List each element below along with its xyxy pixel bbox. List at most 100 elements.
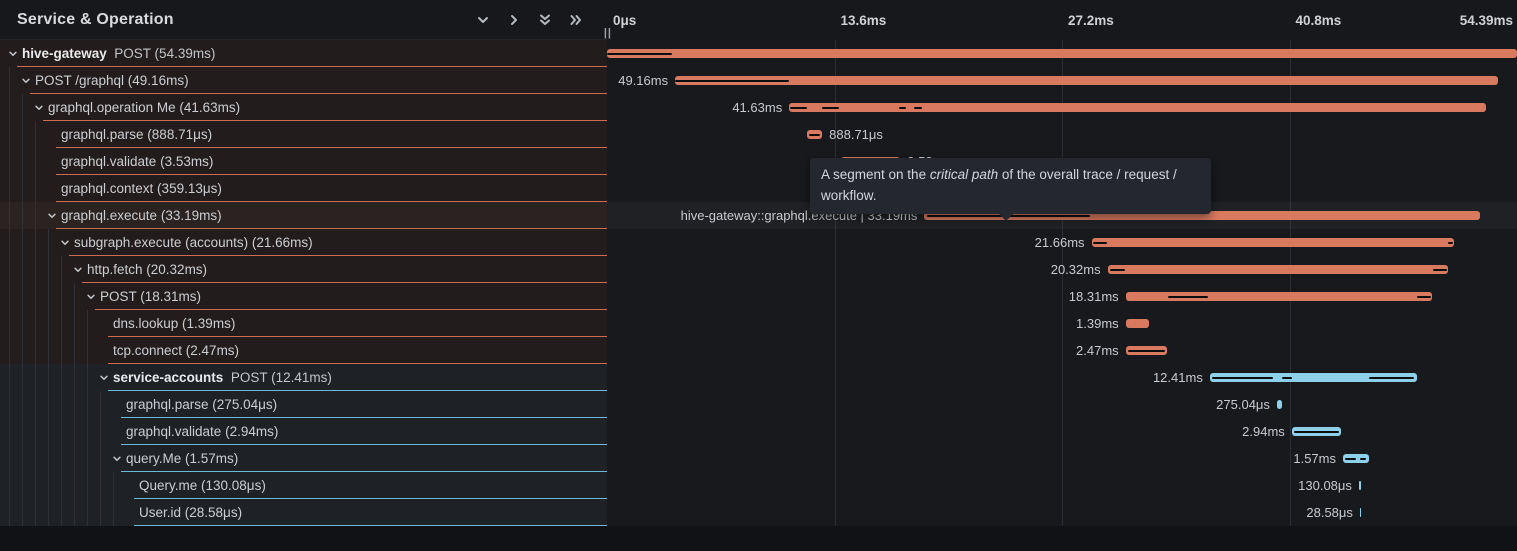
indent-guide [22, 472, 23, 499]
indent-guide [22, 202, 23, 229]
span-bar[interactable] [1091, 238, 1454, 247]
panel-title: Service & Operation [17, 10, 174, 28]
tooltip-text-tail: of the overall trace / request / workflo… [821, 167, 1177, 203]
span-row-query.me[interactable]: query.Me (1.57ms) [0, 445, 607, 472]
span-duration-label: 2.47ms [1076, 343, 1119, 358]
indent-guide [22, 310, 23, 337]
axis-tick-40.8ms: 40.8ms [1295, 12, 1342, 28]
timeline-row-graphql.parse: 888.71μs [607, 121, 1517, 148]
span-row-http.fetch[interactable]: http.fetch (20.32ms) [0, 256, 607, 283]
panel-resize-handle[interactable]: || [603, 27, 612, 39]
span-bar[interactable] [924, 211, 1480, 220]
row-service-color-border [56, 201, 607, 202]
span-bar[interactable] [1342, 454, 1370, 463]
timeline-row-graphql.validate: 2.94ms [607, 418, 1517, 445]
indent-guide [9, 337, 10, 364]
span-duration-label: 1.39ms [1076, 316, 1119, 331]
row-service-color-border [43, 120, 607, 121]
row-collapse-chevron-icon[interactable] [19, 74, 32, 87]
span-row-tcp.connect[interactable]: tcp.connect (2.47ms) [0, 337, 607, 364]
row-service-color-border [108, 336, 607, 337]
tooltip-text-em: critical path [929, 167, 999, 182]
span-row-graphql.parse[interactable]: graphql.parse (275.04μs) [0, 391, 607, 418]
span-row-graphql.operation-me[interactable]: graphql.operation Me (41.63ms) [0, 94, 607, 121]
row-service-color-border [121, 417, 607, 418]
span-row-dns.lookup[interactable]: dns.lookup (1.39ms) [0, 310, 607, 337]
span-row-query.me[interactable]: Query.me (130.08μs) [0, 472, 607, 499]
indent-guide [35, 148, 36, 175]
row-collapse-chevron-icon[interactable] [32, 101, 45, 114]
indent-guide [87, 391, 88, 418]
indent-guide [9, 121, 10, 148]
indent-guide [22, 391, 23, 418]
span-row-graphql.parse[interactable]: graphql.parse (888.71μs) [0, 121, 607, 148]
span-bar[interactable] [1125, 319, 1149, 328]
span-bar[interactable] [1209, 373, 1418, 382]
critical-path-segment [1345, 457, 1357, 460]
span-duration-label: 12.41ms [1152, 370, 1203, 385]
indent-guide [35, 121, 36, 148]
indent-guide [74, 337, 75, 364]
indent-guide [22, 121, 23, 148]
critical-path-segment [1282, 376, 1293, 379]
span-row-graphql.context[interactable]: graphql.context (359.13μs) [0, 175, 607, 202]
span-row-graphql.validate[interactable]: graphql.validate (2.94ms) [0, 418, 607, 445]
row-collapse-chevron-icon[interactable] [84, 290, 97, 303]
span-row-hive-gateway-post[interactable]: hive-gateway POST (54.39ms) [0, 40, 607, 67]
span-bar[interactable] [1276, 400, 1282, 409]
span-duration-label: 888.71μs [829, 127, 883, 142]
span-bar[interactable] [1359, 508, 1362, 517]
indent-guide [35, 364, 36, 391]
span-bar[interactable] [675, 76, 1498, 85]
row-collapse-chevron-icon[interactable] [45, 209, 58, 222]
span-bar[interactable] [1125, 292, 1432, 301]
indent-guide [22, 229, 23, 256]
indent-guide [9, 364, 10, 391]
span-row-service-accounts-post[interactable]: service-accounts POST (12.41ms) [0, 364, 607, 391]
span-duration-label: 2.94ms [1242, 424, 1285, 439]
span-name-label: http.fetch (20.32ms) [87, 262, 208, 277]
span-row-graphql.validate[interactable]: graphql.validate (3.53ms) [0, 148, 607, 175]
indent-guide [61, 418, 62, 445]
indent-guide [100, 499, 101, 526]
timeline-rows: 49.16ms41.63ms888.71μs3.53ms359.13μshive… [607, 40, 1517, 526]
row-chevron-spacer [97, 344, 110, 357]
span-bar[interactable] [607, 49, 1517, 58]
collapse-all-icon[interactable] [537, 13, 552, 28]
indent-guide [87, 337, 88, 364]
span-bar[interactable] [789, 103, 1486, 112]
span-name-label: Query.me (130.08μs) [139, 478, 266, 493]
indent-guide [35, 202, 36, 229]
critical-path-tooltip: A segment on the critical path of the ov… [810, 158, 1211, 221]
row-collapse-chevron-icon[interactable] [58, 236, 71, 249]
indent-guide [22, 148, 23, 175]
span-bar[interactable] [1107, 265, 1448, 274]
span-row-post[interactable]: POST (18.31ms) [0, 283, 607, 310]
timeline-row-tcp.connect: 2.47ms [607, 337, 1517, 364]
indent-guide [22, 499, 23, 526]
indent-guide [61, 310, 62, 337]
span-row-user.id[interactable]: User.id (28.58μs) [0, 499, 607, 526]
collapse-one-icon[interactable] [475, 13, 490, 28]
expand-all-icon[interactable] [568, 13, 583, 28]
timeline-row-post: 18.31ms [607, 283, 1517, 310]
span-bar[interactable] [1358, 481, 1362, 490]
indent-guide [22, 256, 23, 283]
row-collapse-chevron-icon[interactable] [97, 371, 110, 384]
span-row-graphql.execute[interactable]: graphql.execute (33.19ms) [0, 202, 607, 229]
span-row-subgraph.execute-accounts[interactable]: subgraph.execute (accounts) (21.66ms) [0, 229, 607, 256]
indent-guide [9, 148, 10, 175]
span-duration-label: 28.58μs [1306, 505, 1353, 520]
row-service-color-border [134, 525, 607, 526]
expand-one-icon[interactable] [506, 13, 521, 28]
span-name-label: User.id (28.58μs) [139, 505, 243, 520]
row-collapse-chevron-icon[interactable] [6, 47, 19, 60]
axis-tick-0-s: 0μs [613, 12, 637, 28]
span-row-post-graphql[interactable]: POST /graphql (49.16ms) [0, 67, 607, 94]
indent-guide [48, 472, 49, 499]
span-name-label: subgraph.execute (accounts) (21.66ms) [74, 235, 313, 250]
row-collapse-chevron-icon[interactable] [71, 263, 84, 276]
span-duration-label: 41.63ms [732, 100, 783, 115]
row-collapse-chevron-icon[interactable] [110, 452, 123, 465]
timeline-row-dns.lookup: 1.39ms [607, 310, 1517, 337]
